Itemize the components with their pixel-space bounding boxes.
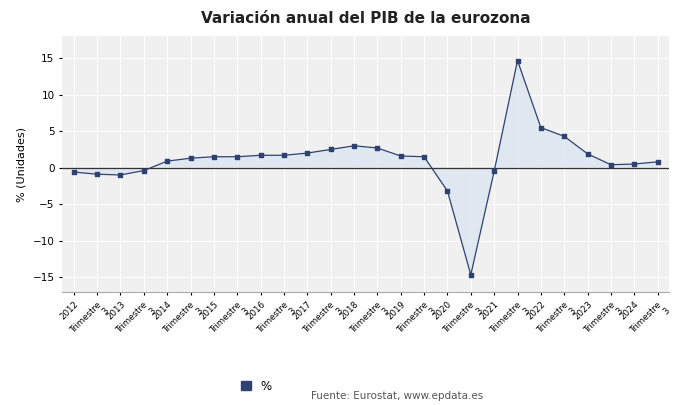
- Point: [232, 153, 243, 160]
- Point: [465, 272, 476, 278]
- Text: Fuente: Eurostat, www.epdata.es: Fuente: Eurostat, www.epdata.es: [311, 391, 483, 401]
- Point: [419, 153, 430, 160]
- Point: [442, 188, 453, 194]
- Point: [138, 167, 149, 174]
- Title: Variación anual del PIB de la eurozona: Variación anual del PIB de la eurozona: [201, 11, 531, 26]
- Point: [302, 150, 313, 156]
- Point: [652, 159, 663, 165]
- Point: [255, 152, 266, 158]
- Point: [372, 145, 383, 151]
- Point: [325, 146, 336, 153]
- Point: [605, 162, 616, 168]
- Point: [161, 158, 172, 164]
- Legend: %: %: [241, 380, 271, 393]
- Point: [185, 155, 196, 162]
- Point: [489, 168, 500, 175]
- Point: [582, 151, 593, 157]
- Point: [395, 153, 406, 159]
- Point: [279, 152, 290, 158]
- Point: [629, 161, 640, 167]
- Point: [208, 153, 219, 160]
- Point: [92, 171, 103, 177]
- Point: [115, 172, 126, 178]
- Point: [512, 57, 523, 64]
- Point: [348, 143, 359, 149]
- Point: [68, 169, 79, 175]
- Point: [559, 133, 570, 140]
- Y-axis label: % (Unidades): % (Unidades): [17, 126, 27, 202]
- Point: [535, 124, 546, 131]
